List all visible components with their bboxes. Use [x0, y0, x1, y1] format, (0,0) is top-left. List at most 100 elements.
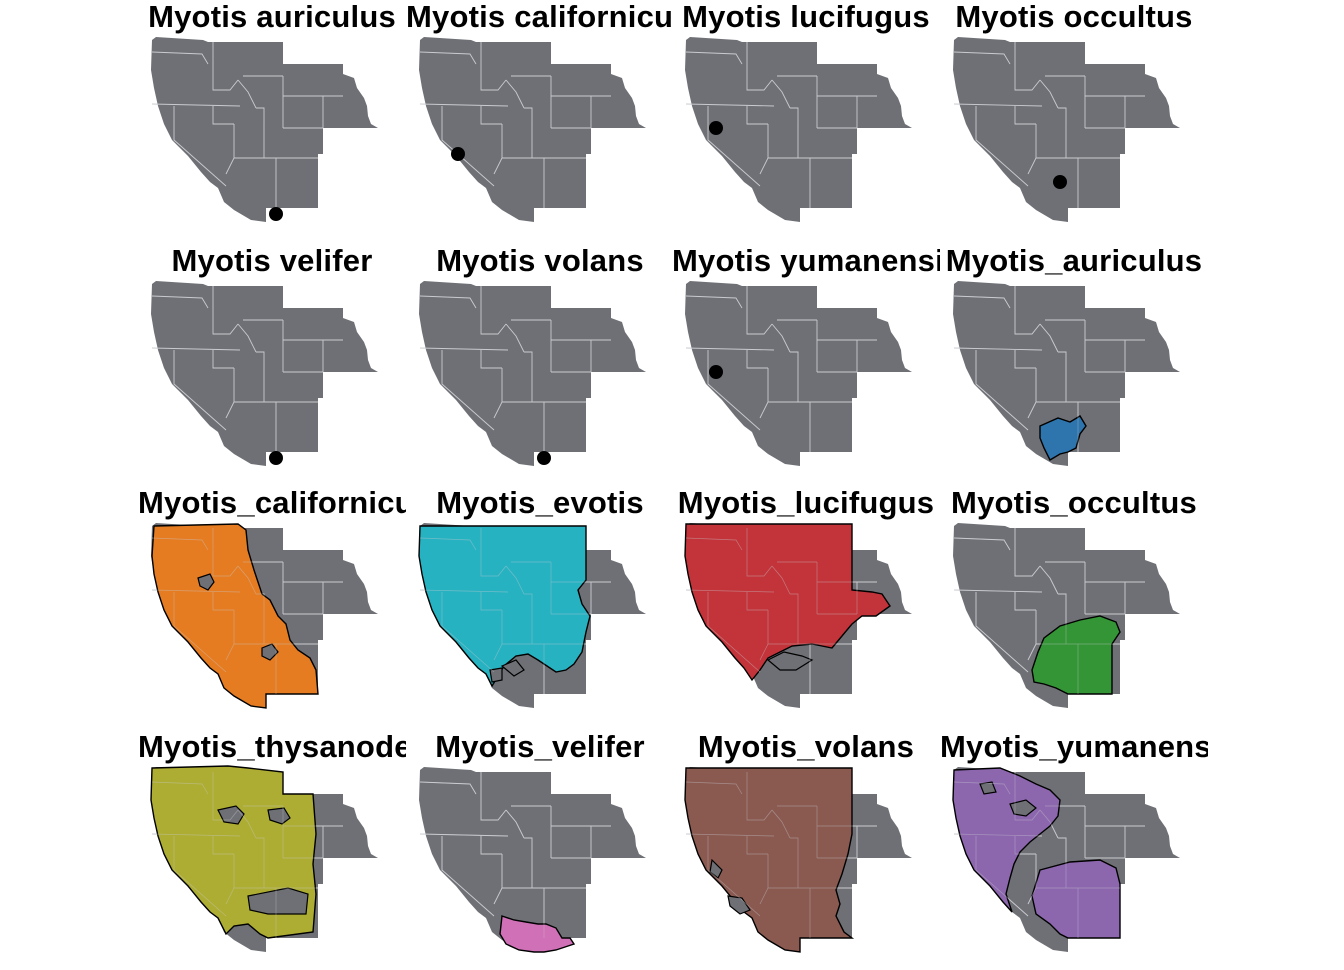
species-range	[684, 523, 891, 694]
range-gap	[197, 573, 215, 591]
range-polygon	[499, 915, 576, 953]
panel-title: Myotis_thysanodes	[138, 730, 406, 764]
occurrence-point	[709, 121, 723, 135]
western-us-map	[952, 767, 1180, 952]
range-gap	[489, 667, 503, 683]
state-borders	[685, 42, 877, 208]
state-borders	[419, 772, 611, 938]
western-us-landmass	[953, 523, 1180, 708]
state-borders	[953, 42, 1145, 208]
panel-title: Myotis_yumanensis	[940, 730, 1208, 764]
western-us-map	[418, 523, 646, 708]
western-us-map	[151, 523, 378, 709]
panel-title: Myotis_volans	[697, 730, 915, 764]
map-panel: Myotis californicus	[406, 0, 674, 240]
western-us-map	[419, 37, 646, 222]
western-us-map	[151, 281, 378, 466]
western-us-map	[419, 281, 646, 466]
state-borders	[151, 42, 343, 208]
range-gap	[267, 807, 291, 825]
map-panel: Myotis velifer	[138, 244, 406, 484]
range-gap	[709, 858, 723, 879]
panel-title: Myotis volans	[436, 244, 644, 278]
western-us-landmass	[151, 281, 378, 466]
occurrence-point	[269, 451, 283, 465]
range-gap	[979, 781, 997, 795]
panel-title: Myotis lucifugus	[682, 0, 930, 34]
map-panel: Myotis_yumanensis	[940, 730, 1208, 970]
map-panel: Myotis_evotis	[406, 486, 674, 726]
state-borders	[419, 286, 611, 452]
map-panel: Myotis lucifugus	[672, 0, 940, 240]
species-range	[418, 525, 611, 694]
western-us-landmass	[419, 281, 646, 466]
state-borders	[953, 286, 1145, 452]
species-range	[151, 523, 343, 709]
range-polygon	[952, 767, 1121, 939]
state-borders	[151, 286, 343, 452]
western-us-map	[685, 37, 912, 222]
range-polygon	[418, 525, 591, 688]
western-us-landmass	[419, 37, 646, 222]
western-us-landmass	[685, 281, 912, 466]
western-us-landmass	[151, 37, 378, 222]
map-panel: Myotis_auriculus	[940, 244, 1208, 484]
state-borders-overlay	[151, 772, 343, 938]
range-gap	[766, 651, 814, 671]
panel-title: Myotis_evotis	[436, 486, 644, 520]
state-borders-overlay	[953, 772, 1145, 938]
state-borders-overlay	[953, 286, 1145, 452]
panel-title: Myotis velifer	[171, 244, 373, 278]
range-polygon	[151, 523, 319, 709]
state-borders-overlay	[685, 528, 877, 694]
panel-title: Myotis_californicus	[138, 486, 406, 520]
range-gap	[261, 643, 279, 661]
state-borders-overlay	[151, 528, 343, 694]
map-panel: Myotis_californicus	[138, 486, 406, 726]
occurrence-point	[537, 451, 551, 465]
occurrence-point	[451, 147, 465, 161]
western-us-map	[684, 767, 912, 953]
range-gap	[247, 887, 309, 915]
western-us-map	[685, 281, 912, 466]
species-range	[953, 286, 1145, 461]
state-borders	[419, 42, 611, 208]
state-borders-overlay	[685, 772, 877, 938]
state-borders	[685, 286, 877, 452]
occurrence-point	[269, 207, 283, 221]
range-gap	[500, 659, 525, 677]
western-us-map	[953, 523, 1180, 708]
state-borders-overlay	[953, 528, 1145, 694]
panel-title: Myotis californicus	[406, 0, 674, 34]
western-us-landmass	[419, 767, 646, 952]
range-polygon	[684, 523, 891, 682]
panel-title: Myotis_velifer	[435, 730, 645, 764]
western-us-map	[953, 281, 1180, 466]
map-panel: Myotis_velifer	[406, 730, 674, 970]
map-panel: Myotis_lucifugus	[672, 486, 940, 726]
panel-title: Myotis_occultus	[951, 486, 1197, 520]
state-borders-overlay	[419, 772, 611, 938]
range-gap	[217, 805, 245, 825]
map-panel: Myotis volans	[406, 244, 674, 484]
range-polygon	[684, 767, 855, 953]
range-polygon	[1039, 415, 1087, 461]
western-us-map	[953, 37, 1180, 222]
occurrence-point	[1053, 175, 1067, 189]
species-range	[419, 772, 611, 953]
species-range	[684, 767, 877, 953]
western-us-map	[419, 767, 646, 953]
range-gap	[1009, 799, 1037, 817]
range-polygon	[1031, 615, 1121, 695]
western-us-landmass	[953, 37, 1180, 222]
range-gap	[727, 895, 751, 915]
state-borders-overlay	[419, 528, 611, 694]
western-us-landmass	[953, 281, 1180, 466]
panel-title: Myotis_lucifugus	[677, 486, 935, 520]
western-us-map	[150, 765, 378, 952]
map-panel: Myotis yumanensis	[672, 244, 940, 484]
map-panel: Myotis_occultus	[940, 486, 1208, 726]
species-range	[952, 767, 1145, 939]
panel-title: Myotis auriculus	[148, 0, 396, 34]
